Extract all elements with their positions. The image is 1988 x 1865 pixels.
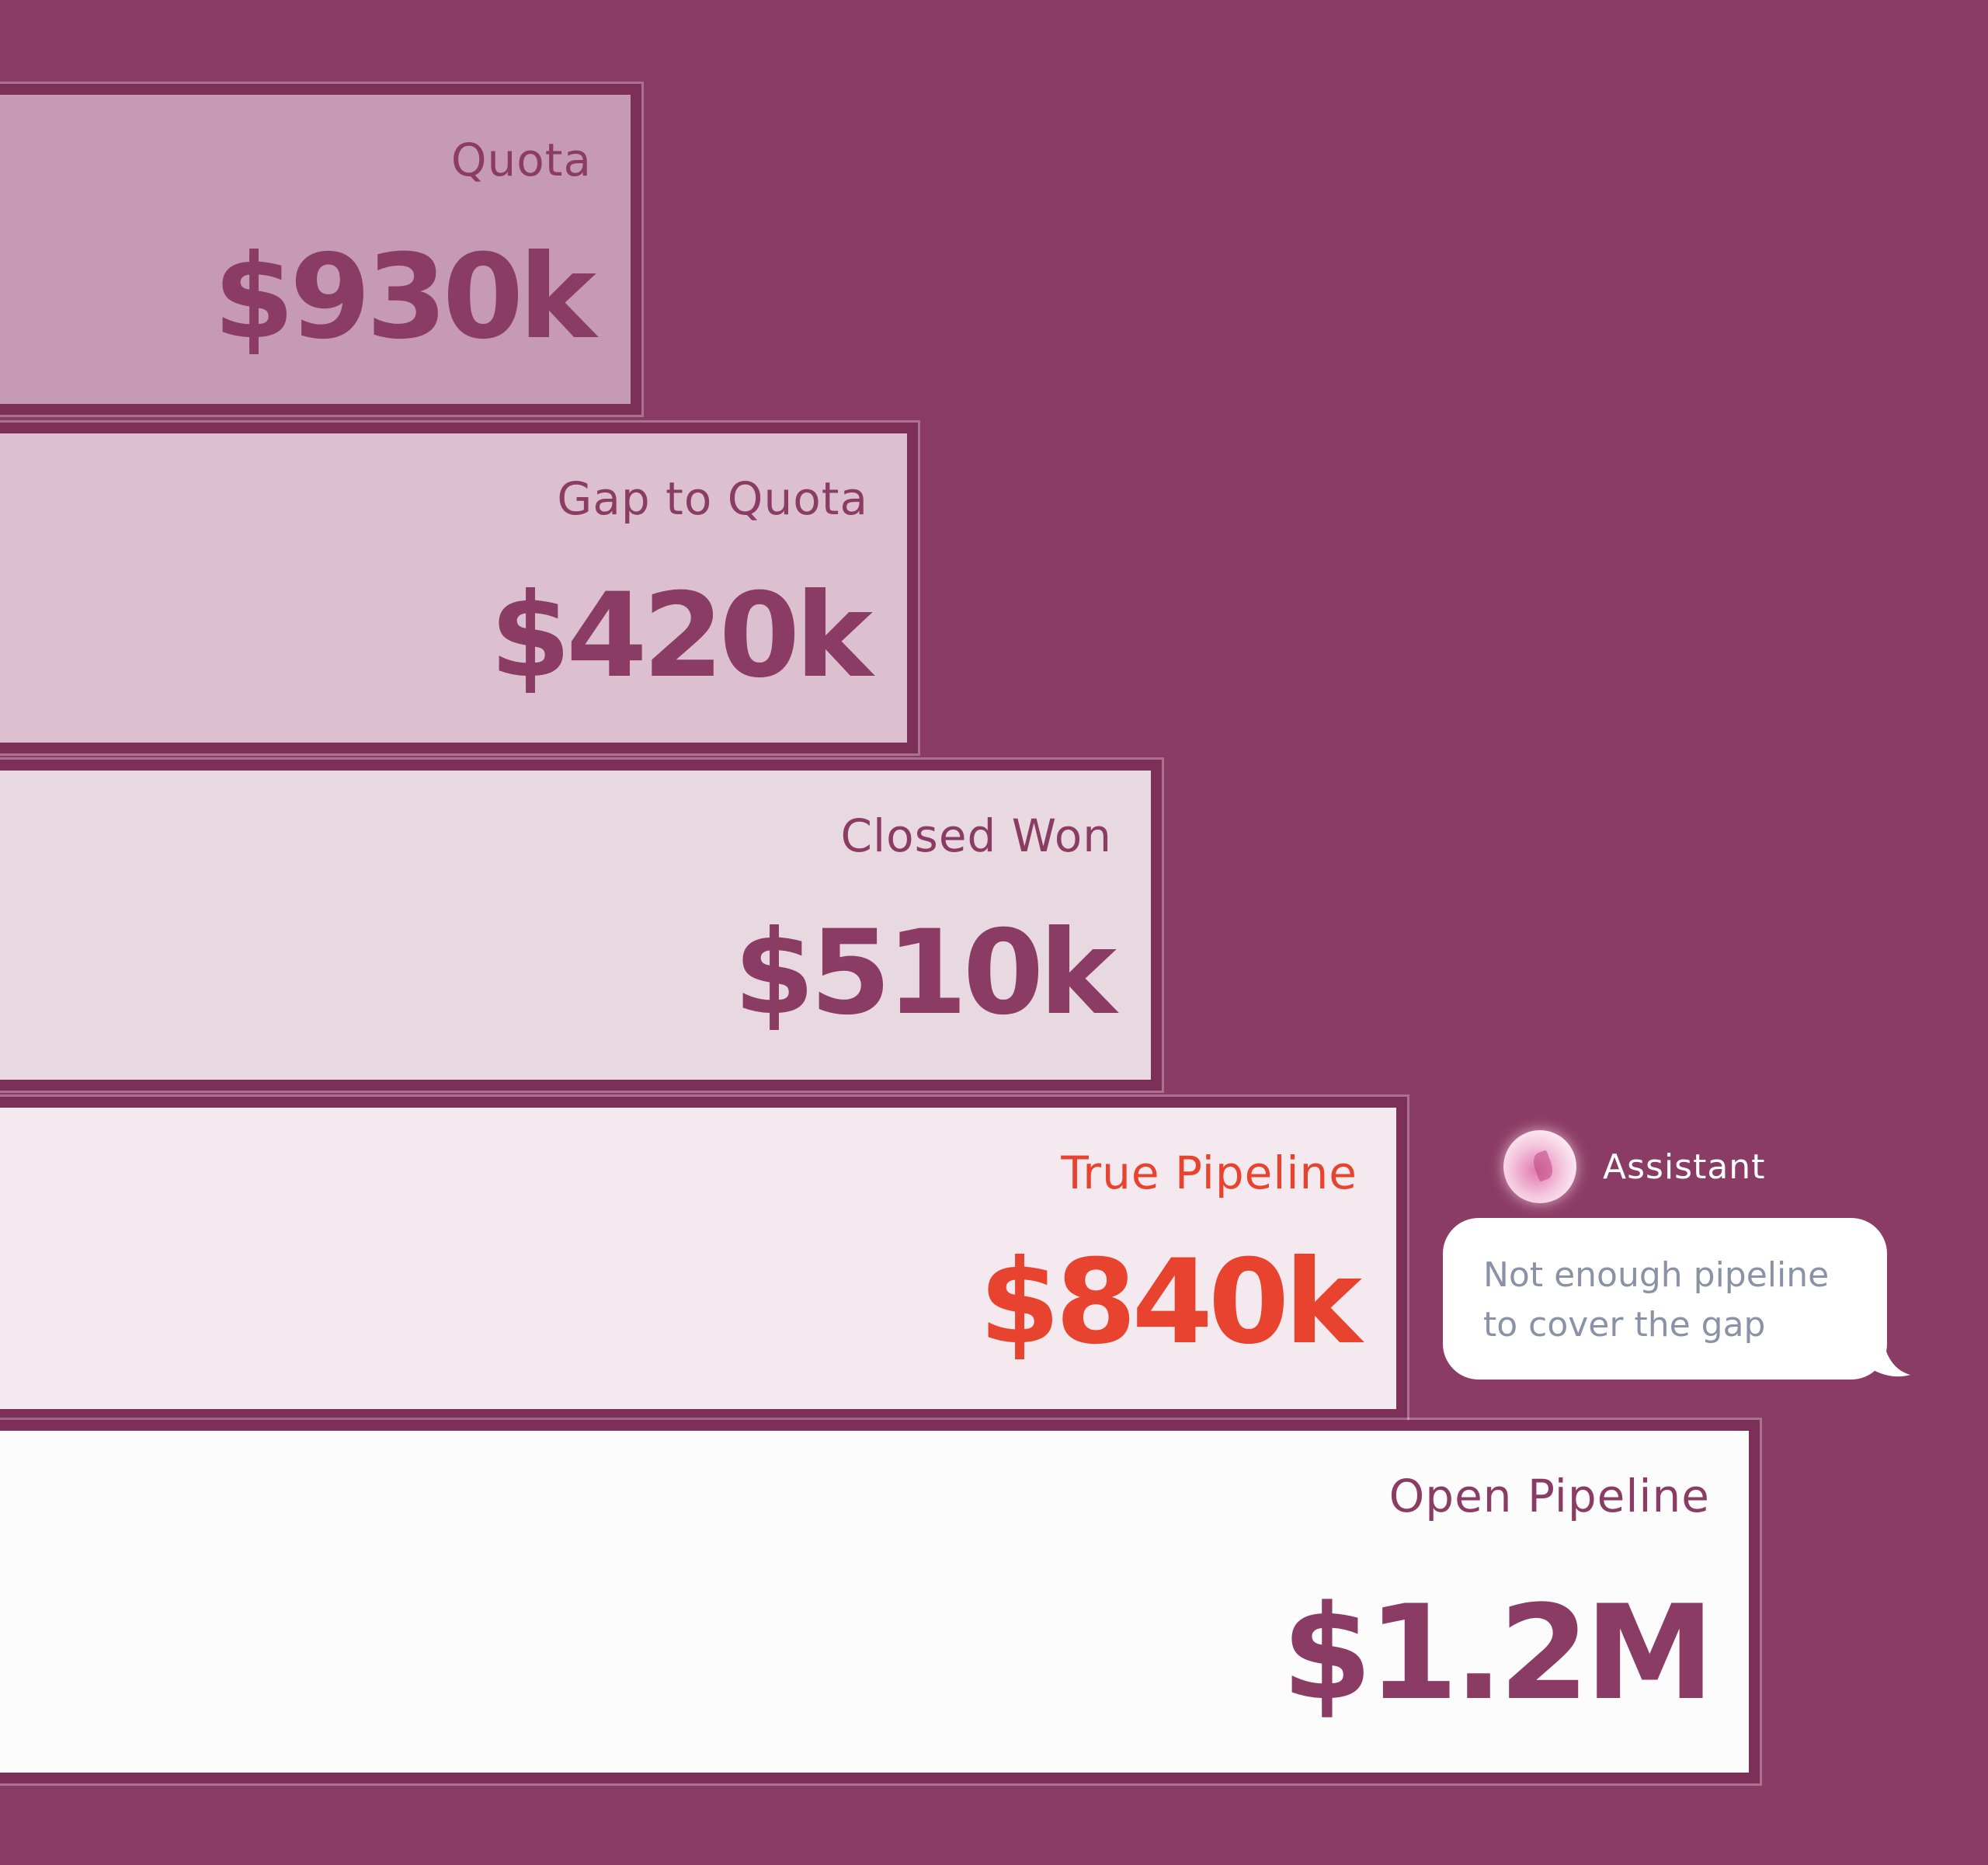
open-pipeline-card[interactable]: Open Pipeline $1.2M [0,1418,1762,1786]
quota-label: Quota [450,134,592,186]
quota-value: $930k [213,230,596,365]
open-pipeline-value: $1.2M [1281,1577,1715,1729]
assistant-header: Assistant [1503,1128,1765,1206]
quota-card[interactable]: Quota $930k [0,82,644,417]
assistant-orb-icon [1503,1130,1576,1203]
closed-won-label: Closed Won [840,809,1112,862]
true-pipeline-value: $840k [978,1235,1362,1370]
gap-to-quota-label: Gap to Quota [557,472,868,525]
closed-won-card[interactable]: Closed Won $510k [0,757,1164,1093]
open-pipeline-label: Open Pipeline [1388,1470,1710,1522]
true-pipeline-label: True Pipeline [1061,1146,1357,1199]
true-pipeline-card[interactable]: True Pipeline $840k [0,1094,1409,1422]
assistant-name: Assistant [1603,1146,1766,1187]
closed-won-value: $510k [733,906,1117,1041]
bubble-tail-icon [1864,1320,1910,1377]
assistant-message-bubble: Not enough pipeline to cover the gap [1443,1218,1887,1380]
gap-to-quota-card[interactable]: Gap to Quota $420k [0,420,920,756]
gap-to-quota-value: $420k [489,569,873,704]
assistant-message-line-1: Not enough pipeline [1483,1255,1830,1295]
assistant-message-line-2: to cover the gap [1483,1305,1766,1345]
